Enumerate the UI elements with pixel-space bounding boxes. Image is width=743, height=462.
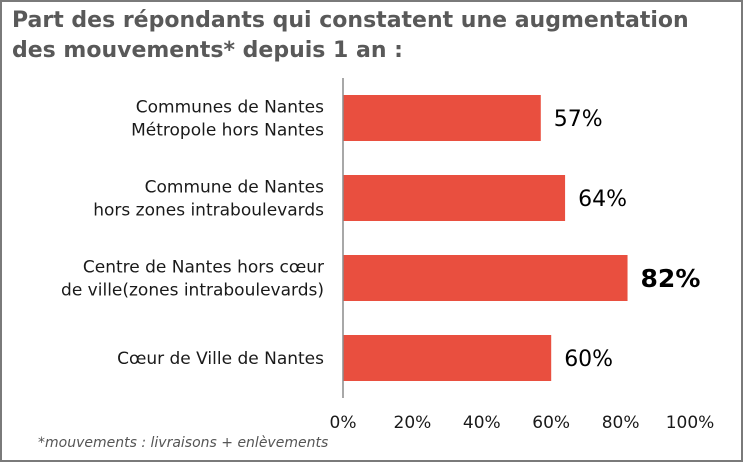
x-tick-label-2: 20% xyxy=(394,413,432,433)
bar-3 xyxy=(343,255,628,301)
category-label-2-line-1: Commune de Nantes xyxy=(145,178,324,198)
x-tick-label-5: 80% xyxy=(602,413,640,433)
x-tick-label-6: 100% xyxy=(666,413,715,433)
category-label-3-line-1: Centre de Nantes hors cœur xyxy=(83,258,324,278)
category-label-3-line-2: de ville(zones intraboulevards) xyxy=(61,281,324,301)
value-label-4: 60% xyxy=(564,347,613,372)
value-label-1: 57% xyxy=(554,107,603,132)
category-label-2-line-2: hors zones intraboulevards xyxy=(93,201,324,221)
value-label-2: 64% xyxy=(578,187,627,212)
category-label-1-line-2: Métropole hors Nantes xyxy=(131,121,324,141)
x-tick-label-3: 40% xyxy=(463,413,501,433)
bar-2 xyxy=(343,175,566,221)
category-label-1-line-1: Communes de Nantes xyxy=(136,98,324,118)
x-tick-label-4: 60% xyxy=(532,413,570,433)
chart-title-line-1: Part des répondants qui constatent une a… xyxy=(12,8,689,33)
footnote: *mouvements : livraisons + enlèvements xyxy=(38,435,329,451)
chart-title: Part des répondants qui constatent une a… xyxy=(12,6,732,66)
value-label-3: 82% xyxy=(641,264,701,293)
bar-1 xyxy=(343,95,541,141)
category-label-4-line-1: Cœur de Ville de Nantes xyxy=(117,349,324,369)
chart-title-line-2: des mouvements* depuis 1 an : xyxy=(12,38,403,63)
bar-4 xyxy=(343,335,552,381)
x-tick-label-1: 0% xyxy=(330,413,357,433)
